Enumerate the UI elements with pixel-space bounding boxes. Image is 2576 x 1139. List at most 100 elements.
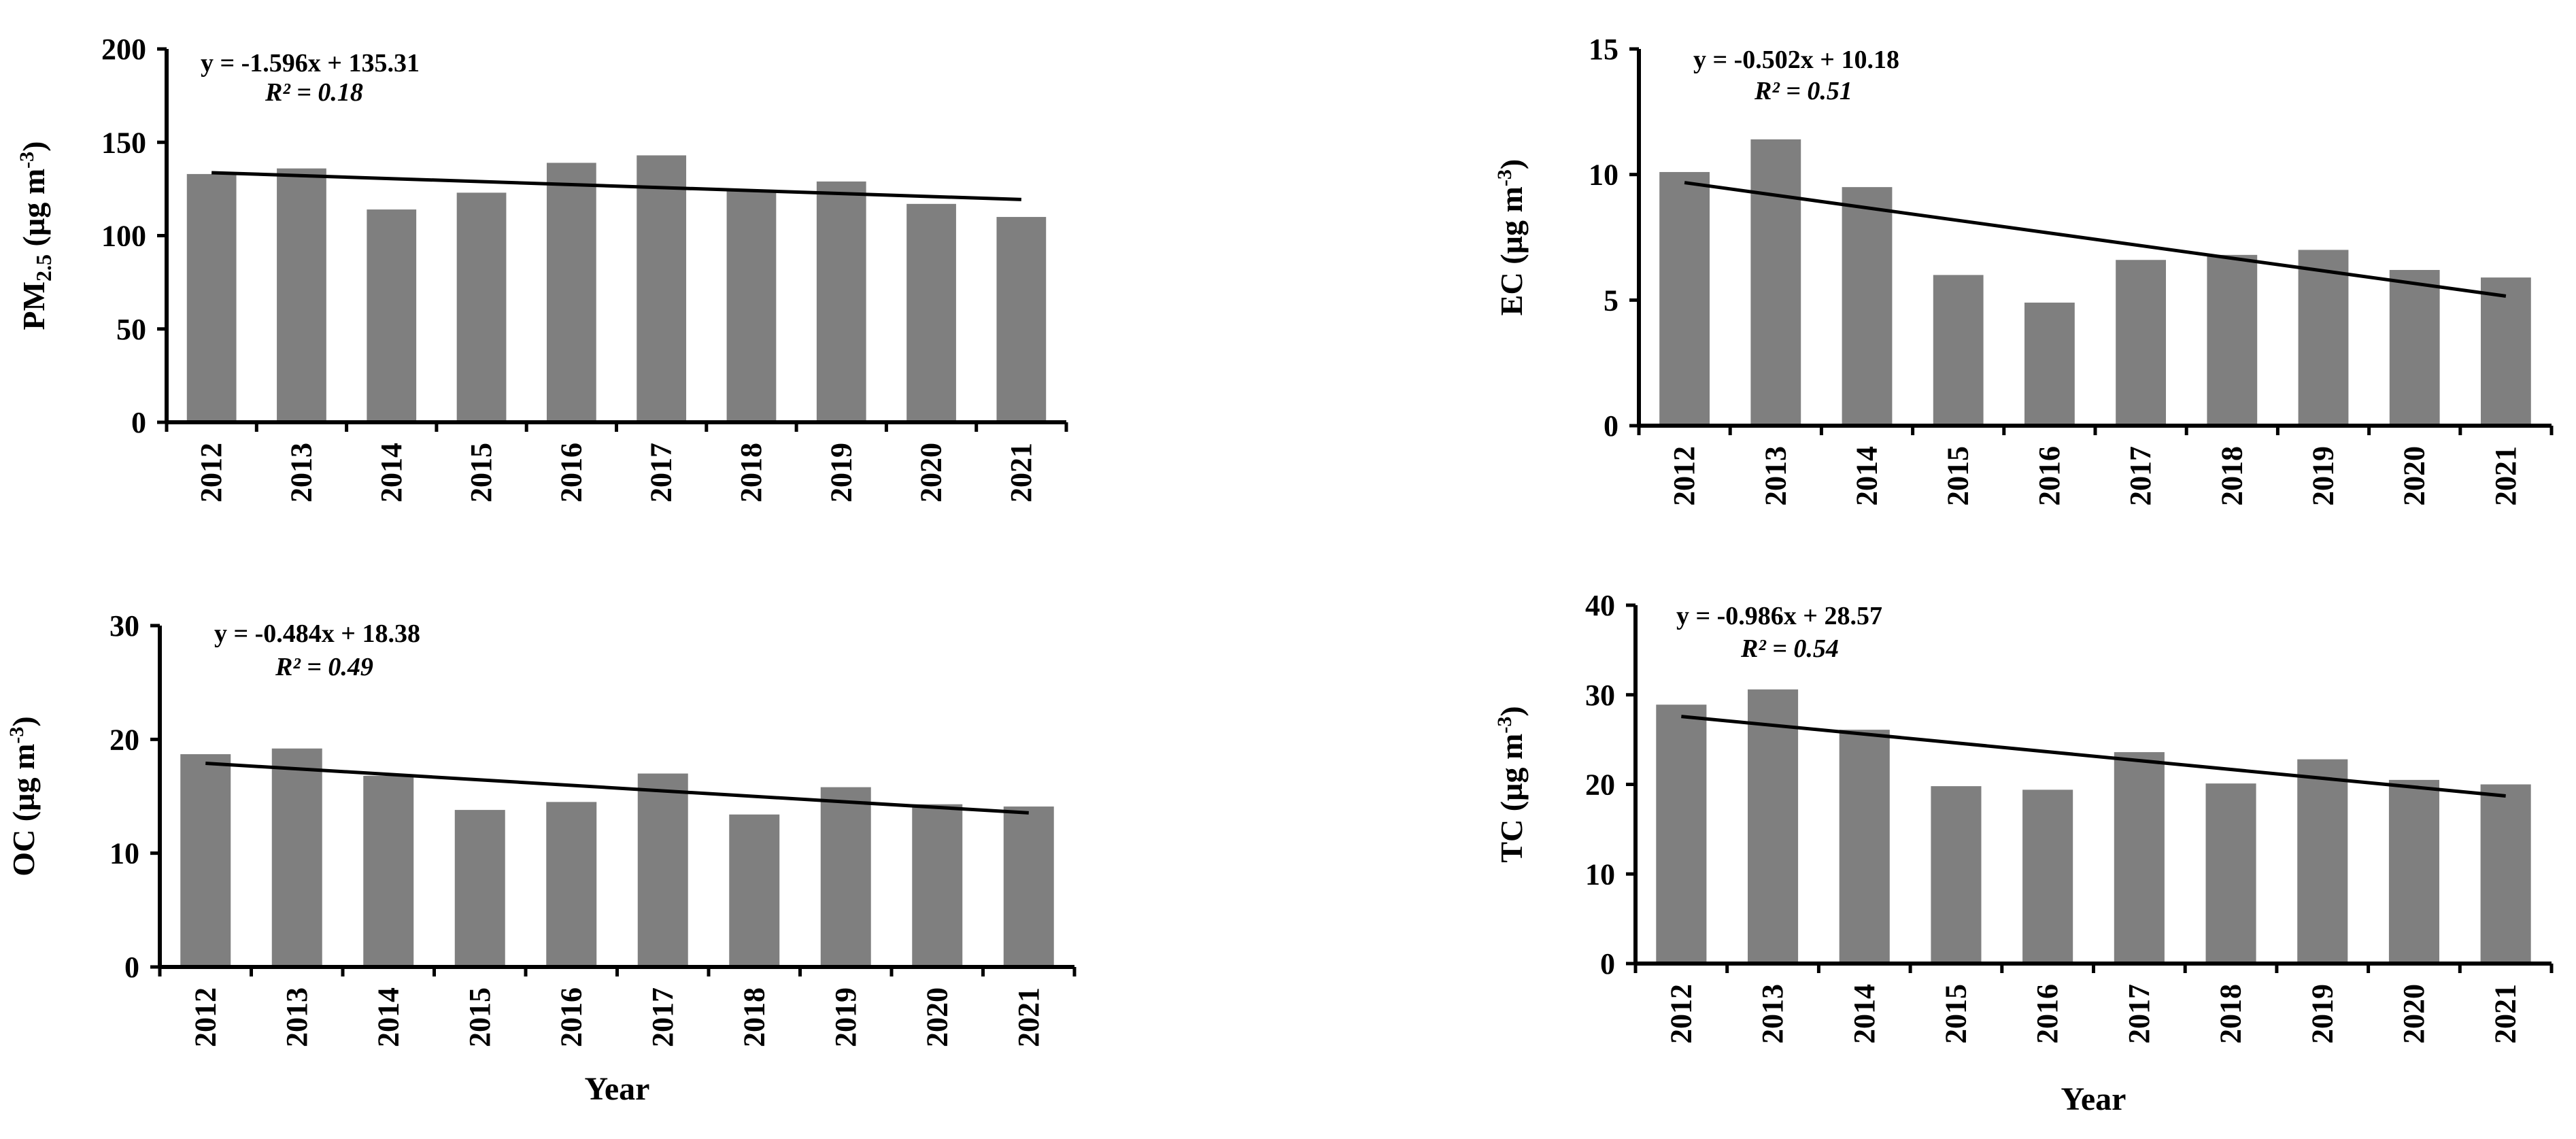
x-tick-label: 2019 <box>829 987 862 1047</box>
bar-2021 <box>2480 784 2531 964</box>
x-tick-label: 2016 <box>554 987 588 1047</box>
y-tick-label: 15 <box>1589 33 1619 66</box>
bar-2021 <box>1003 806 1054 967</box>
x-tick-label: 2012 <box>1667 446 1701 506</box>
bar-2013 <box>1750 139 1801 426</box>
x-tick-label: 2015 <box>1939 984 1972 1044</box>
x-tick-label: 2020 <box>920 987 953 1047</box>
y-tick-label: 0 <box>131 406 146 439</box>
x-tick-label: 2018 <box>734 443 768 503</box>
trend-equation: y = -0.502x + 10.18 <box>1693 46 1899 74</box>
bar-2017 <box>2116 260 2167 426</box>
y-tick-label: 5 <box>1604 284 1619 317</box>
trend-equation: y = -0.986x + 28.57 <box>1676 602 1882 630</box>
x-tick-label: 2013 <box>1759 446 1792 506</box>
x-tick-label: 2021 <box>2489 446 2522 506</box>
bar-2012 <box>1656 704 1707 964</box>
bar-2012 <box>1659 171 1710 426</box>
bar-2014 <box>1839 730 1890 964</box>
bar-2016 <box>2022 789 2073 964</box>
bar-2019 <box>2298 250 2349 426</box>
x-tick-label: 2021 <box>1004 443 1038 503</box>
bar-2015 <box>1931 786 1982 964</box>
x-tick-label: 2019 <box>2305 984 2339 1044</box>
bar-2014 <box>363 775 414 967</box>
trendline <box>1684 181 2507 298</box>
bar-2015 <box>454 810 505 967</box>
r-squared-label: R² = 0.18 <box>265 78 363 107</box>
x-tick-label: 2015 <box>464 443 498 503</box>
x-tick-label: 2015 <box>463 987 496 1047</box>
trend-equation: y = -1.596x + 135.31 <box>201 49 420 78</box>
x-tick-label: 2018 <box>2215 446 2248 506</box>
y-tick-label: 10 <box>1589 158 1619 192</box>
x-tick-label: 2019 <box>2307 446 2340 506</box>
x-tick-label: 2021 <box>2489 984 2522 1044</box>
y-tick-label: 20 <box>109 723 139 756</box>
bar-2012 <box>186 173 237 423</box>
x-tick-label: 2013 <box>1756 984 1789 1044</box>
x-tick-label: 2020 <box>2397 984 2430 1044</box>
y-tick-label: 40 <box>1585 589 1615 622</box>
x-tick-label: 2016 <box>554 443 588 503</box>
x-tick-label: 2014 <box>1850 446 1884 506</box>
bar-2020 <box>906 203 956 422</box>
chart-panel-oc: 0 10 20 30 2012 2013 2014 2015 2016 2017 2018 2019 2… <box>5 609 1077 1107</box>
chart-panel-pm: 0 50 100 150 200 2012 2013 2014 2015 2016 2017 2018… <box>16 33 1068 503</box>
y-tick-label: 0 <box>1604 409 1619 443</box>
bar-2017 <box>637 155 687 422</box>
y-tick-label: 100 <box>101 220 146 253</box>
r-squared-label: R² = 0.51 <box>1754 77 1852 105</box>
y-axis-label: EC (µg m-3) <box>1493 159 1529 316</box>
bar-2017 <box>637 773 688 967</box>
y-tick-label: 200 <box>101 33 146 66</box>
x-tick-label: 2016 <box>2033 446 2066 506</box>
x-tick-label: 2014 <box>375 443 408 503</box>
x-tick-label: 2013 <box>284 443 318 503</box>
bar-2019 <box>2297 759 2348 964</box>
bar-2016 <box>546 163 596 422</box>
x-tick-label: 2020 <box>2398 446 2431 506</box>
trendline <box>205 762 1029 815</box>
bar-2020 <box>912 804 963 967</box>
x-tick-label: 2017 <box>2124 446 2157 506</box>
bar-2013 <box>277 168 326 422</box>
bar-2018 <box>2207 254 2258 426</box>
bar-2015 <box>456 192 507 422</box>
bar-2016 <box>2024 303 2075 426</box>
r-squared-label: R² = 0.49 <box>275 653 373 681</box>
y-tick-label: 30 <box>1585 679 1615 712</box>
y-tick-label: 10 <box>109 837 139 870</box>
x-tick-label: 2016 <box>2031 984 2064 1044</box>
trendline <box>211 171 1021 201</box>
y-tick-label: 10 <box>1585 857 1615 891</box>
y-tick-label: 0 <box>124 951 139 984</box>
x-tick-label: 2014 <box>1848 984 1881 1044</box>
trendline <box>1681 715 2506 798</box>
chart-panel-ec: 0 5 10 15 2012 2013 2014 2015 2016 2017 2018 2019 20… <box>1493 33 2554 506</box>
bar-2021 <box>996 217 1047 422</box>
x-axis-label: Year <box>2061 1081 2126 1117</box>
bar-2018 <box>726 190 777 422</box>
bar-2020 <box>2389 270 2440 426</box>
x-tick-label: 2018 <box>737 987 770 1047</box>
bar-2020 <box>2388 779 2439 964</box>
bar-2013 <box>1748 689 1799 964</box>
bar-2017 <box>2114 752 2165 964</box>
x-tick-label: 2019 <box>824 443 858 503</box>
bar-2019 <box>820 787 871 967</box>
r-squared-label: R² = 0.54 <box>1740 634 1839 663</box>
y-tick-label: 20 <box>1585 768 1615 802</box>
x-tick-label: 2012 <box>194 443 228 503</box>
x-tick-label: 2017 <box>645 443 678 503</box>
x-tick-label: 2015 <box>1942 446 1975 506</box>
bar-2019 <box>816 181 866 422</box>
bar-2015 <box>1933 275 1984 426</box>
bar-2012 <box>180 754 231 967</box>
x-tick-label: 2018 <box>2214 984 2248 1044</box>
x-tick-label: 2021 <box>1012 987 1045 1047</box>
bar-2021 <box>2480 277 2531 426</box>
trend-equation: y = -0.484x + 18.38 <box>214 619 420 648</box>
bar-2018 <box>729 814 780 967</box>
